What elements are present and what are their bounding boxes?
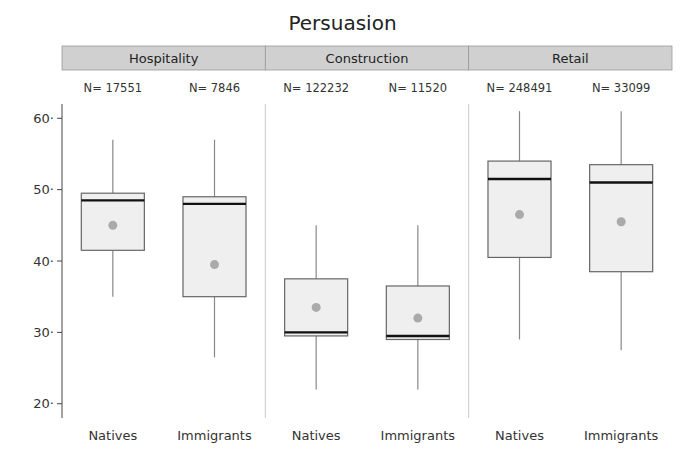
box [488,161,551,257]
n-label: N= 248491 [487,81,553,95]
whisker-low [519,257,520,339]
whisker-high [214,140,215,197]
x-tick-label: Natives [292,428,341,443]
box [285,279,348,336]
box [386,286,449,340]
y-tick [57,332,62,333]
y-tick-label: 30· [33,325,54,340]
box [183,197,246,297]
y-tick [57,403,62,404]
mean-dot [312,303,321,312]
group-label: Hospitality [129,51,199,66]
n-label: N= 33099 [592,81,650,95]
mean-dot [210,260,219,269]
group-separator [468,104,469,418]
y-tick [57,261,62,262]
y-tick-label: 60· [33,111,54,126]
mean-dot [515,210,524,219]
box [81,193,144,250]
box [590,165,653,272]
mean-dot [413,314,422,323]
y-tick-label: 50· [33,182,54,197]
x-tick-label: Natives [88,428,137,443]
whisker-low [417,340,418,390]
whisker-high [417,225,418,286]
x-tick-label: Natives [495,428,544,443]
median-line [183,203,246,205]
n-label: N= 11520 [389,81,447,95]
whisker-high [621,111,622,165]
whisker-low [214,297,215,358]
y-tick-label: 40· [33,254,54,269]
group-label: Construction [326,51,409,66]
title: Persuasion [288,11,396,35]
n-label: N= 122232 [283,81,349,95]
whisker-high [112,140,113,194]
median-line [285,331,348,333]
median-line [81,199,144,201]
y-tick-label: 20· [33,396,54,411]
whisker-low [316,336,317,390]
y-tick [57,118,62,119]
x-tick-label: Immigrants [584,428,659,443]
group-label: Retail [552,51,589,66]
y-tick [57,189,62,190]
n-label: N= 17551 [84,81,142,95]
n-label: N= 7846 [189,81,240,95]
whisker-low [621,272,622,351]
median-line [488,178,551,180]
mean-dot [617,217,626,226]
plot-area [81,111,652,389]
chart: Persuasion Hospitality Construction Retail N… [0,0,685,462]
whisker-high [316,225,317,279]
mean-dot [108,221,117,230]
group-header [469,46,672,70]
whisker-low [112,250,113,296]
median-line [386,335,449,337]
group-header [265,46,468,70]
median-line [590,181,653,183]
x-tick-label: Immigrants [381,428,456,443]
whisker-high [519,111,520,161]
group-header [62,46,265,70]
group-separator [265,104,266,418]
x-tick-label: Immigrants [177,428,252,443]
chart-container: Persuasion Hospitality Construction Retail N… [0,0,685,462]
